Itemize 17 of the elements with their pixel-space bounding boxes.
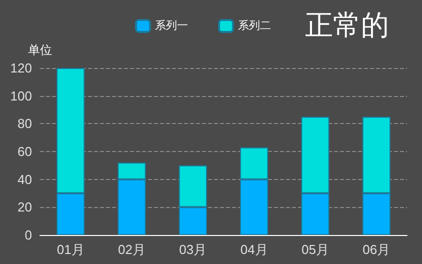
y-tick-label: 0 bbox=[24, 228, 32, 242]
y-tick-label: 100 bbox=[10, 88, 32, 104]
y-tick-label: 80 bbox=[18, 116, 32, 132]
legend-label: 系列二 bbox=[238, 19, 271, 32]
y-axis-title: 单位 bbox=[28, 43, 52, 57]
y-tick-label: 120 bbox=[10, 60, 32, 76]
legend-label: 系列一 bbox=[155, 19, 188, 32]
chart-title: 正常的 bbox=[305, 10, 389, 40]
x-tick-label: 04月 bbox=[240, 242, 268, 257]
x-tick-label: 02月 bbox=[118, 242, 146, 257]
x-tick-label: 06月 bbox=[362, 242, 390, 257]
x-tick-label: 01月 bbox=[56, 242, 84, 257]
x-tick-label: 03月 bbox=[179, 242, 207, 257]
y-tick-label: 40 bbox=[18, 172, 32, 187]
y-tick-label: 20 bbox=[18, 200, 32, 215]
y-tick-label: 60 bbox=[18, 144, 32, 159]
x-tick-label: 05月 bbox=[302, 242, 329, 257]
